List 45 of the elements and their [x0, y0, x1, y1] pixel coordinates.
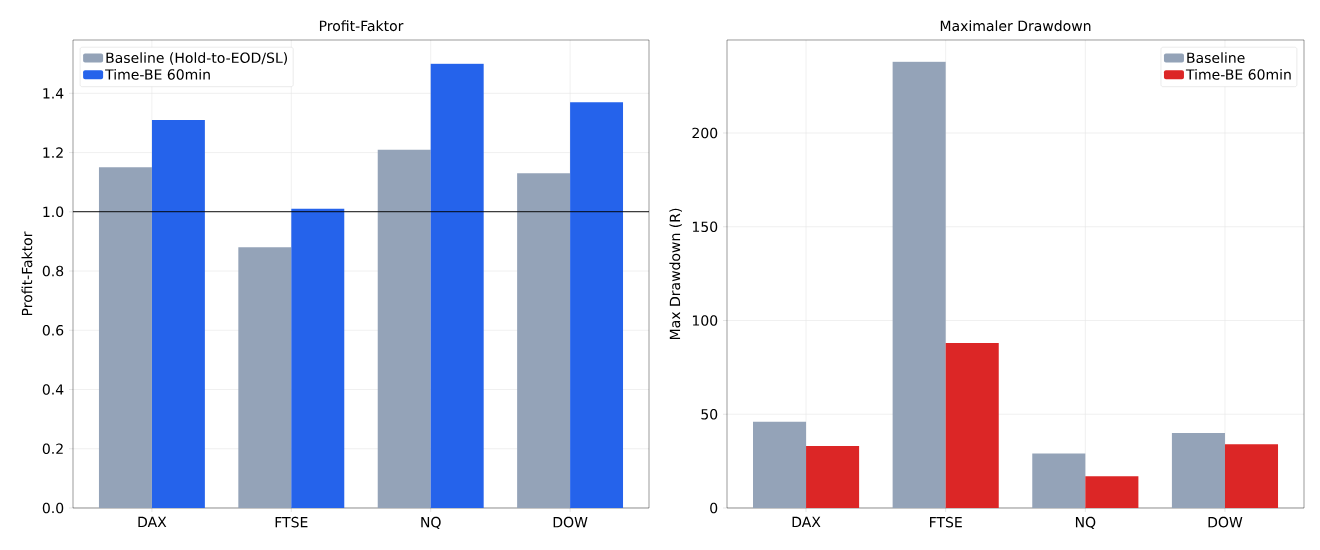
y-tick-label: 50 — [701, 408, 718, 420]
y-tick-label: 0.4 — [42, 384, 64, 395]
y-tick-label: 100 — [692, 315, 718, 326]
bar — [806, 446, 860, 508]
y-tick-label: 0 — [710, 502, 718, 514]
y-axis-title: Max Drawdown (R) — [669, 208, 682, 340]
y-tick-label: 0.0 — [42, 502, 64, 514]
legend-label: Time-BE 60min — [1185, 68, 1291, 80]
bar — [1085, 476, 1139, 508]
y-tick-label: 1.0 — [43, 206, 64, 218]
bar — [430, 63, 484, 508]
bar — [517, 173, 571, 508]
legend-label: Baseline — [1187, 52, 1245, 64]
bar — [752, 421, 807, 508]
chart-title: Maximaler Drawdown — [940, 20, 1091, 32]
chart-title: Profit-Faktor — [319, 20, 404, 32]
bar — [377, 149, 431, 508]
bar — [1032, 453, 1086, 508]
bar — [570, 102, 624, 508]
bar — [151, 119, 205, 508]
x-tick-label: FTSE — [930, 516, 962, 528]
x-tick-label: DOW — [1208, 516, 1243, 528]
x-tick-label: NQ — [1075, 516, 1096, 530]
x-tick-label: DOW — [553, 516, 588, 528]
legend-label: Time-BE 60min — [105, 68, 210, 80]
y-tick-label: 1.4 — [43, 88, 64, 99]
y-tick-label: 1.2 — [43, 147, 63, 158]
legend-label: Baseline (Hold-to-EOD/SL) — [106, 52, 287, 65]
bar — [1171, 433, 1225, 508]
y-tick-label: 200 — [692, 127, 718, 139]
y-tick-label: 0.8 — [42, 265, 64, 277]
bar — [238, 247, 292, 508]
bar — [98, 167, 152, 508]
bar — [945, 343, 999, 508]
x-tick-label: FTSE — [275, 516, 308, 528]
x-tick-label: DAX — [792, 516, 821, 528]
y-tick-label: 150 — [692, 221, 718, 233]
y-tick-label: 0.6 — [42, 324, 64, 336]
y-tick-label: 0.2 — [42, 443, 63, 455]
bar — [892, 61, 946, 508]
x-tick-label: NQ — [421, 516, 441, 530]
bar — [1224, 444, 1279, 508]
x-tick-label: DAX — [138, 516, 167, 528]
bar — [291, 208, 345, 508]
y-axis-title: Profit-Faktor — [21, 231, 33, 316]
